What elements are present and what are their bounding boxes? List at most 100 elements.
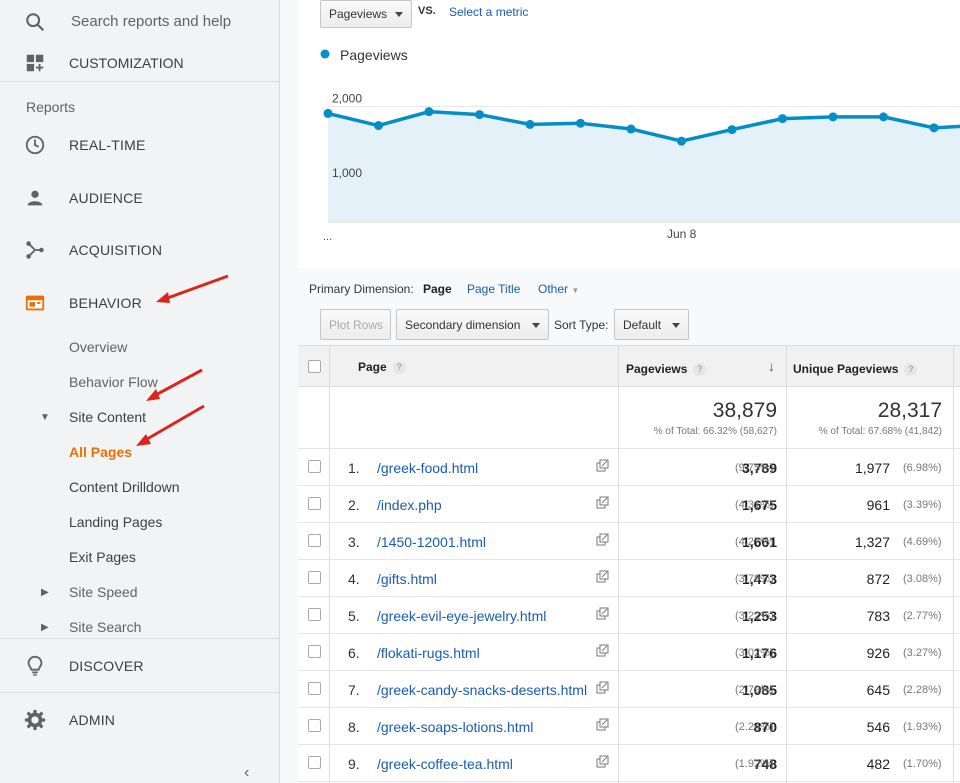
nav-behavior-overview[interactable]: Overview (69, 339, 128, 355)
page-link[interactable]: /greek-candy-snacks-deserts.html (377, 682, 588, 698)
nav-exit-pages[interactable]: Exit Pages (69, 549, 136, 565)
page-link[interactable]: /1450-12001.html (377, 534, 486, 550)
nav-realtime-label: REAL-TIME (69, 137, 146, 153)
sort-type-value: Default (623, 318, 662, 332)
row-checkbox[interactable] (308, 571, 321, 584)
nav-audience[interactable]: AUDIENCE (0, 178, 280, 218)
page-link[interactable]: /greek-coffee-tea.html (377, 756, 513, 772)
help-icon[interactable]: ? (392, 361, 406, 375)
page-link[interactable]: /index.php (377, 497, 442, 513)
dimension-page[interactable]: Page (423, 282, 452, 296)
col-page-header[interactable]: Page? (358, 360, 406, 375)
row-pageviews: 1,661 (741, 534, 777, 550)
page-link[interactable]: /greek-evil-eye-jewelry.html (377, 608, 547, 624)
chevron-down-icon: ▼ (571, 286, 580, 295)
row-checkbox[interactable] (308, 608, 321, 621)
select-metric-link[interactable]: Select a metric (449, 5, 529, 19)
row-unique-pct: (3.39%) (903, 499, 942, 511)
row-unique-pageviews: 961 (866, 497, 890, 513)
x-tick-label: ... (323, 231, 332, 243)
nav-discover[interactable]: DISCOVER (0, 646, 280, 686)
data-point (626, 124, 636, 134)
row-pageviews: 1,675 (741, 497, 777, 513)
dimension-other[interactable]: Other ▼ (538, 282, 579, 296)
nav-content-drilldown[interactable]: Content Drilldown (69, 479, 180, 495)
col-unique-header[interactable]: Unique Pageviews? (793, 362, 918, 377)
plot-rows-button[interactable]: Plot Rows (320, 309, 391, 340)
col-unique-label: Unique Pageviews (793, 362, 899, 376)
nav-landing-pages[interactable]: Landing Pages (69, 514, 163, 530)
row-pageviews-pct: (4.31%) (735, 499, 774, 511)
vs-label: VS. (418, 5, 436, 17)
data-point (828, 112, 838, 122)
caret-right-icon: ▶ (41, 587, 49, 598)
help-icon[interactable]: ? (693, 363, 707, 377)
sidebar: Search reports and help CUSTOMIZATION Re… (0, 0, 280, 783)
open-external-icon[interactable] (596, 607, 609, 620)
row-unique-pct: (1.93%) (903, 721, 942, 733)
plot-rows-label: Plot Rows (329, 318, 384, 332)
row-checkbox[interactable] (308, 719, 321, 732)
secondary-dimension-dropdown[interactable]: Secondary dimension (396, 309, 549, 340)
page-link[interactable]: /greek-soaps-lotions.html (377, 719, 534, 735)
metric-dropdown[interactable]: Pageviews (320, 0, 412, 28)
help-icon[interactable]: ? (904, 363, 918, 377)
chevron-down-icon (532, 323, 540, 328)
open-external-icon[interactable] (596, 533, 609, 546)
row-unique-pageviews: 645 (866, 682, 890, 698)
open-external-icon[interactable] (596, 681, 609, 694)
nav-customization[interactable]: CUSTOMIZATION (0, 44, 280, 82)
row-unique-pageviews: 872 (866, 571, 890, 587)
nav-all-pages[interactable]: All Pages (69, 444, 133, 460)
annotation-arrow-all-pages (136, 404, 205, 446)
nav-site-search[interactable]: Site Search (69, 619, 142, 635)
column-divider (618, 345, 619, 783)
open-external-icon[interactable] (596, 459, 609, 472)
total-unique-pct: % of Total: 67.68% (41,842) (818, 426, 942, 437)
open-external-icon[interactable] (596, 755, 609, 768)
nav-realtime[interactable]: REAL-TIME (0, 125, 280, 165)
search-bar[interactable]: Search reports and help (0, 0, 280, 44)
nav-site-content[interactable]: Site Content (69, 409, 147, 425)
nav-acquisition[interactable]: ACQUISITION (0, 230, 280, 270)
sort-descending-icon[interactable]: ↓ (768, 358, 775, 374)
select-all-checkbox[interactable] (308, 360, 321, 373)
row-unique-pct: (3.08%) (903, 573, 942, 585)
dimension-page-title[interactable]: Page Title (467, 282, 521, 296)
row-checkbox[interactable] (308, 497, 321, 510)
row-pageviews: 3,789 (741, 460, 777, 476)
row-index: 4. (348, 571, 360, 587)
search-icon (26, 13, 45, 32)
open-external-icon[interactable] (596, 496, 609, 509)
page-link[interactable]: /greek-food.html (377, 460, 479, 476)
row-checkbox[interactable] (308, 460, 321, 473)
page-link[interactable]: /gifts.html (377, 571, 437, 587)
open-external-icon[interactable] (596, 718, 609, 731)
row-checkbox[interactable] (308, 756, 321, 769)
nav-behavior[interactable]: BEHAVIOR (0, 283, 280, 323)
open-external-icon[interactable] (596, 644, 609, 657)
row-checkbox[interactable] (308, 645, 321, 658)
row-checkbox[interactable] (308, 534, 321, 547)
sort-type-dropdown[interactable]: Default (614, 309, 689, 340)
open-external-icon[interactable] (596, 570, 609, 583)
table-row: 7./greek-candy-snacks-deserts.html 1,085(… (298, 671, 960, 708)
row-unique-pageviews: 926 (866, 645, 890, 661)
row-unique-pageviews: 482 (866, 756, 890, 772)
row-checkbox[interactable] (308, 682, 321, 695)
search-input[interactable]: Search reports and help (71, 13, 232, 30)
chevron-down-icon (395, 12, 403, 17)
nav-site-speed[interactable]: Site Speed (69, 584, 138, 600)
secondary-dimension-label: Secondary dimension (405, 318, 521, 332)
nav-customization-label: CUSTOMIZATION (69, 55, 184, 71)
nav-behavior-flow[interactable]: Behavior Flow (69, 374, 158, 390)
page-link[interactable]: /flokati-rugs.html (377, 645, 480, 661)
caret-right-icon: ▶ (41, 622, 49, 633)
table-row: 8. /greek-soaps-lotions.html 870 (2.24%) 546… (298, 708, 960, 745)
row-index: 3. (348, 534, 360, 550)
row-unique-pct: (4.69%) (903, 536, 942, 548)
nav-admin[interactable]: ADMIN (0, 700, 280, 740)
data-point (879, 112, 888, 122)
col-pageviews-header[interactable]: Pageviews? (626, 362, 707, 377)
collapse-sidebar-icon[interactable]: ‹ (244, 764, 250, 781)
